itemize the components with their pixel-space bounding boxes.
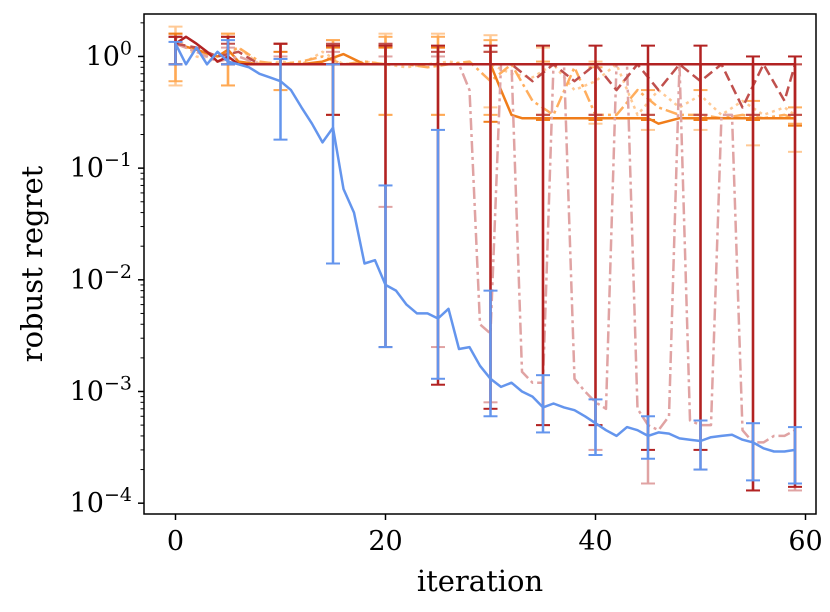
y-tick-label: 10−3 xyxy=(70,372,132,407)
y-axis-label: robust regret xyxy=(15,165,49,362)
x-axis-label: iteration xyxy=(417,564,543,598)
plot-frame xyxy=(143,13,817,515)
y-tick-label: 10−2 xyxy=(70,261,132,296)
x-tick-label: 40 xyxy=(578,526,612,557)
x-tick-label: 60 xyxy=(788,526,822,557)
series-7-line xyxy=(174,43,796,453)
ticks-layer: 0 20 40 60 100 10−1 10−2 10−3 10−4 xyxy=(70,22,823,557)
series-7 xyxy=(168,39,802,485)
x-tick-label: 20 xyxy=(368,526,402,557)
y-tick-label: 10−1 xyxy=(70,149,132,184)
y-tick-label: 100 xyxy=(86,37,132,72)
y-tick-label: 10−4 xyxy=(70,484,132,519)
x-tick-label: 0 xyxy=(167,526,184,557)
series-layer xyxy=(168,25,802,492)
plot-background xyxy=(144,14,816,514)
